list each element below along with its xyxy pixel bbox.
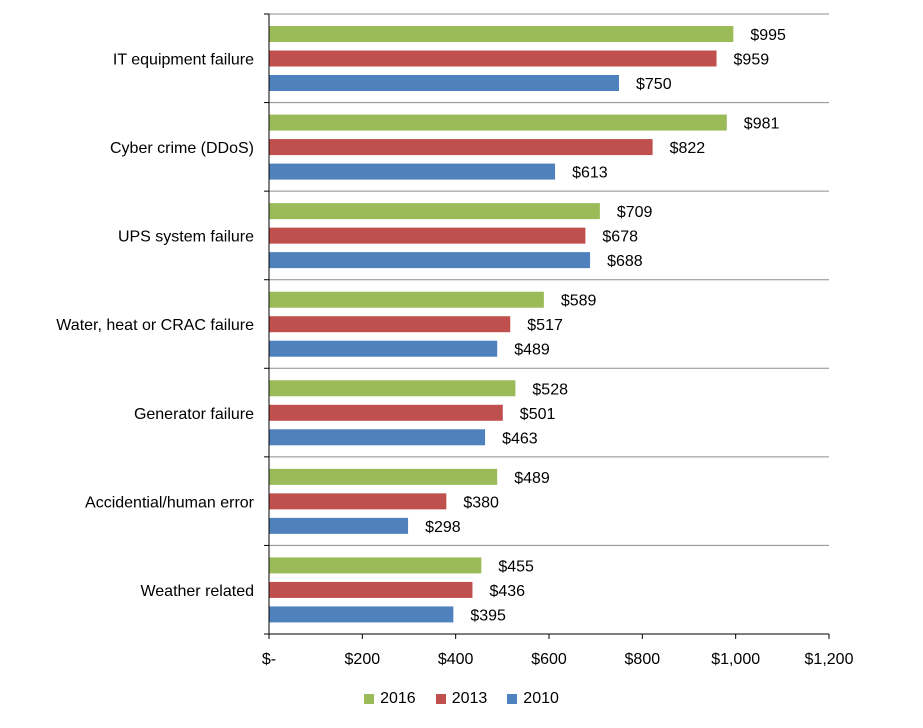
legend-item-2016: 2016 — [364, 690, 416, 708]
bar-2016 — [269, 380, 516, 397]
bar-group — [269, 26, 734, 623]
category-label: IT equipment failure — [113, 52, 254, 69]
bar-value-label: $613 — [572, 165, 608, 182]
category-label: UPS system failure — [118, 229, 254, 246]
category-separators — [269, 13, 829, 546]
bar-2016 — [269, 114, 727, 131]
category-labels: IT equipment failure Cyber crime (DDoS) UP… — [56, 52, 254, 600]
category-label: Accidential/human error — [85, 494, 255, 511]
bar-value-label: $501 — [520, 406, 556, 423]
bar-value-label: $489 — [514, 342, 550, 359]
bar-value-label: $678 — [602, 229, 638, 246]
bar-value-label: $822 — [670, 140, 706, 157]
bar-2010 — [269, 340, 498, 357]
bar-2010 — [269, 517, 409, 534]
legend-label: 2010 — [523, 690, 559, 707]
legend-swatch — [507, 694, 518, 704]
bar-2010 — [269, 75, 619, 91]
bar-2013 — [269, 139, 653, 156]
bar-2013 — [269, 493, 447, 510]
bar-value-label: $750 — [636, 76, 672, 93]
bar-2016 — [269, 291, 544, 308]
bar-value-label: $489 — [514, 470, 550, 487]
legend: 2016 2013 2010 — [0, 684, 923, 714]
bar-value-label: $298 — [425, 519, 461, 536]
bar-value-label: $959 — [734, 52, 770, 69]
data-labels: $995 $959 $750 $981 $822 $613 $709 $678 $688 $589… — [425, 27, 786, 624]
bar-2010 — [269, 429, 486, 446]
bar-2016 — [269, 26, 734, 42]
x-tick-label: $1,200 — [805, 651, 854, 668]
bar-2010 — [269, 606, 454, 623]
category-label: Water, heat or CRAC failure — [56, 317, 254, 334]
x-tick-label: $200 — [345, 651, 381, 668]
category-label: Weather related — [140, 583, 254, 600]
bar-2013 — [269, 316, 511, 333]
bar-value-label: $709 — [617, 204, 653, 221]
bar-value-label: $517 — [527, 317, 563, 334]
bar-2016 — [269, 557, 482, 574]
x-tick-label: $400 — [438, 651, 474, 668]
bar-2013 — [269, 581, 473, 598]
category-label: Generator failure — [134, 406, 254, 423]
category-label: Cyber crime (DDoS) — [110, 140, 254, 157]
bar-value-label: $455 — [498, 558, 534, 575]
bar-value-label: $436 — [489, 583, 525, 600]
x-tick-label: $600 — [531, 651, 567, 668]
bar-value-label: $688 — [607, 253, 643, 270]
x-axis-ticks: $- $200 $400 $600 $800 $1,000 $1,200 — [262, 634, 854, 668]
bar-value-label: $380 — [463, 494, 499, 511]
bar-2010 — [269, 252, 591, 269]
bar-2010 — [269, 163, 556, 180]
bar-value-label: $589 — [561, 293, 597, 310]
legend-item-2010: 2010 — [507, 690, 559, 708]
x-tick-label: $800 — [625, 651, 661, 668]
legend-swatch — [364, 694, 375, 704]
bar-2016 — [269, 203, 600, 220]
bar-value-label: $995 — [750, 27, 786, 44]
bar-value-label: $528 — [532, 381, 568, 398]
bar-chart: $995 $959 $750 $981 $822 $613 $709 $678 $688 $589… — [56, 13, 854, 668]
bar-value-label: $981 — [744, 116, 780, 133]
bar-2016 — [269, 468, 498, 485]
bar-2013 — [269, 227, 586, 244]
x-tick-label: $1,000 — [711, 651, 760, 668]
legend-label: 2016 — [380, 690, 416, 707]
bar-value-label: $395 — [470, 607, 506, 624]
bar-2013 — [269, 404, 503, 421]
bar-value-label: $463 — [502, 430, 538, 447]
bar-2013 — [269, 50, 717, 67]
legend-item-2013: 2013 — [435, 690, 488, 708]
x-tick-label: $- — [262, 651, 276, 668]
legend-label: 2013 — [451, 690, 488, 707]
legend-swatch — [435, 694, 446, 704]
